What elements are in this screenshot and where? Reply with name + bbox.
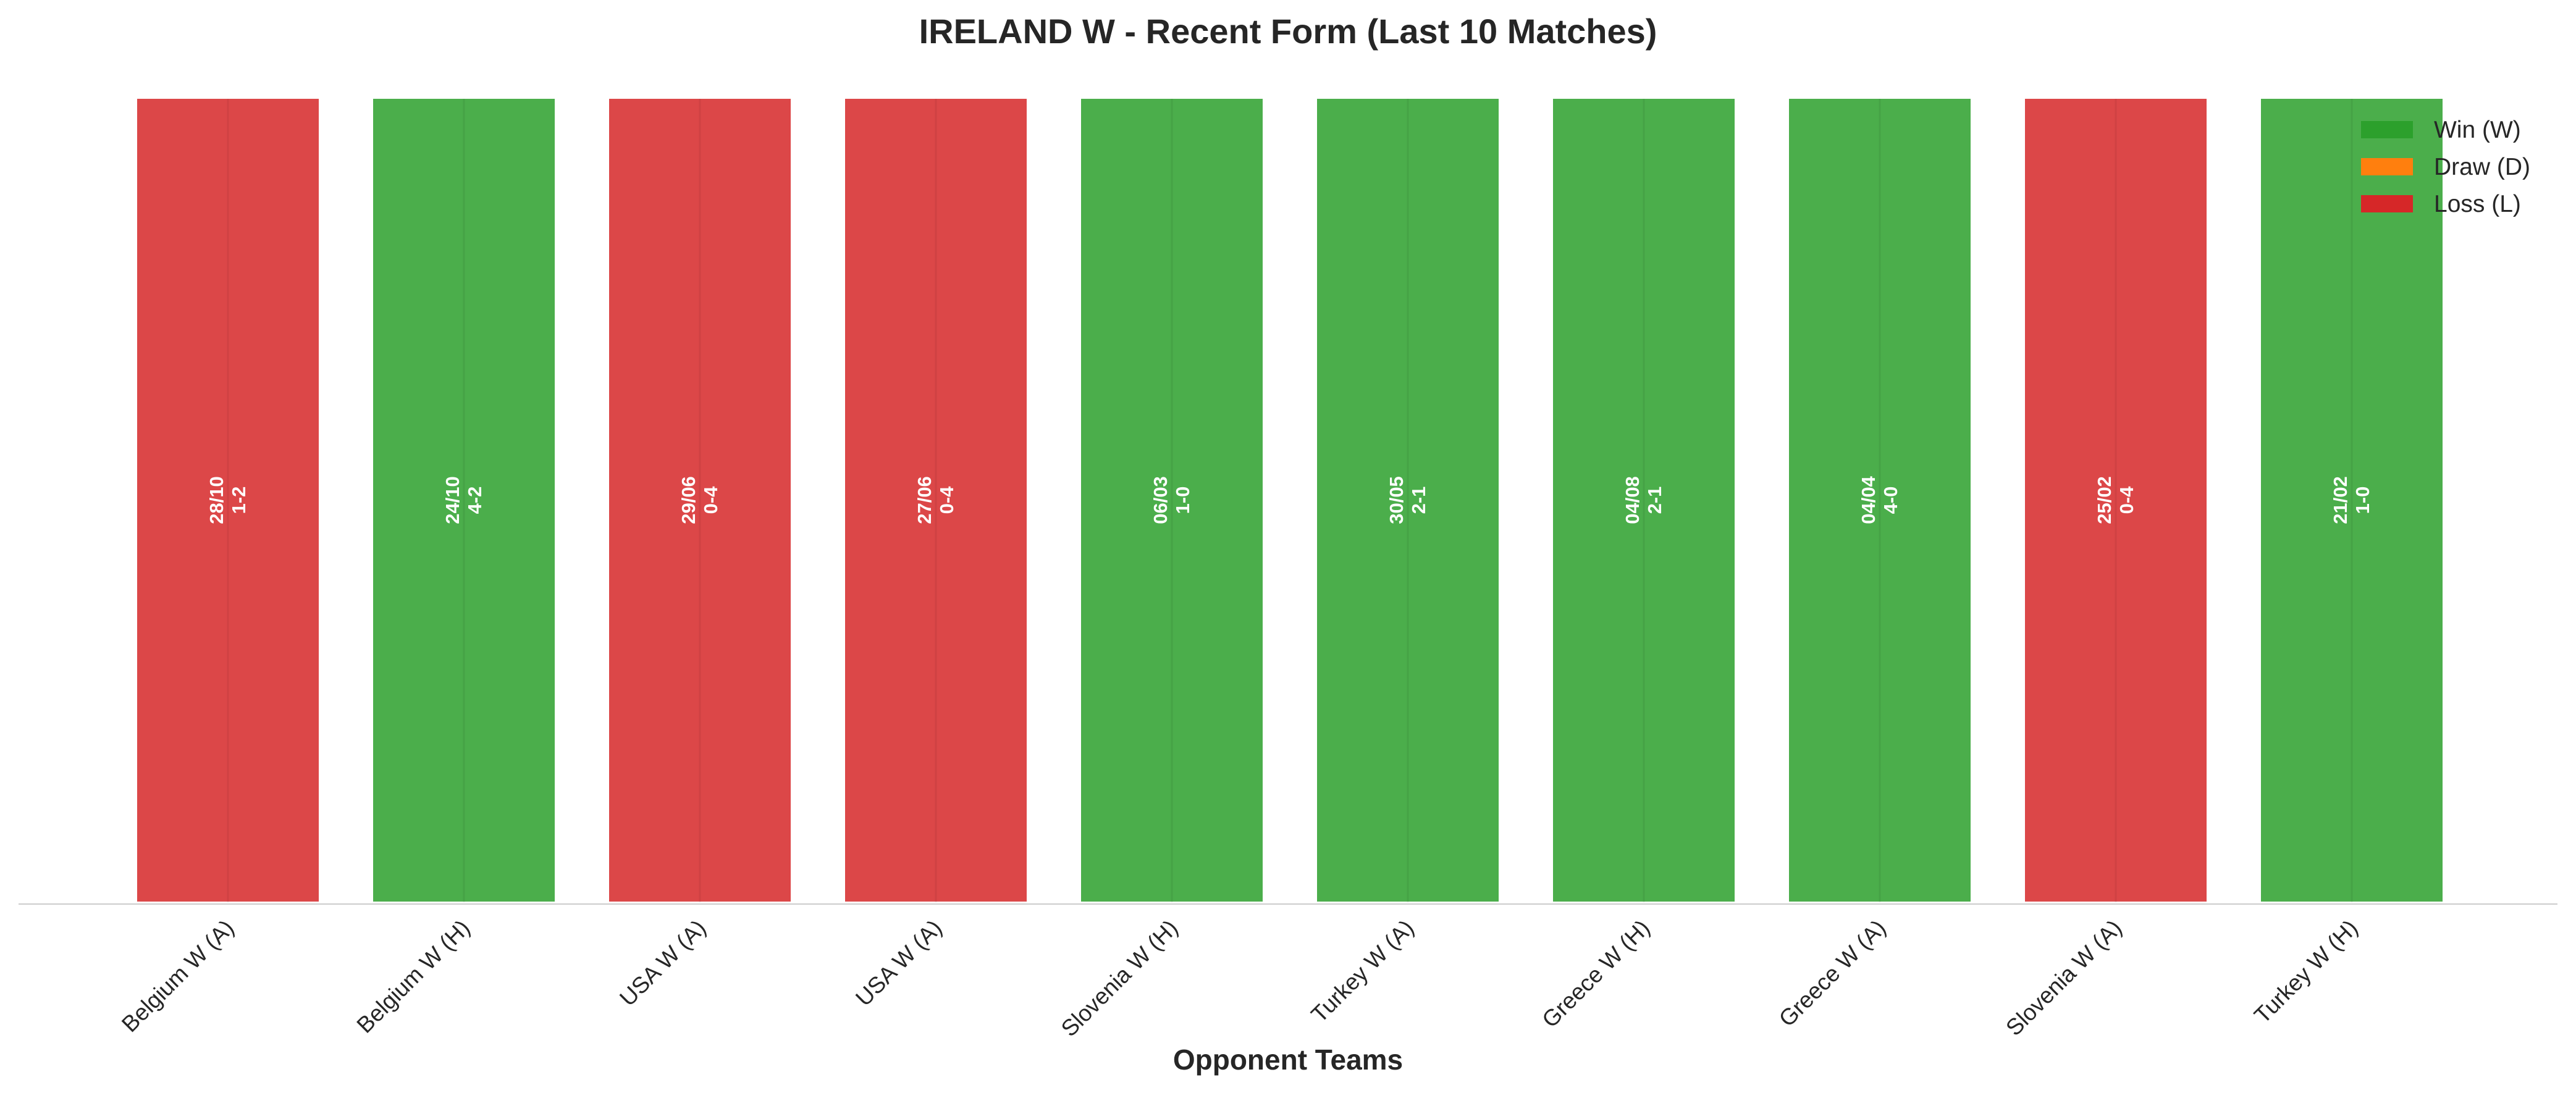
bar-data-label: 21/021-0 xyxy=(2330,476,2373,524)
match-score: 2-1 xyxy=(1644,487,1665,514)
match-date: 28/10 xyxy=(206,476,227,524)
match-date: 04/08 xyxy=(1622,476,1643,524)
x-tick-label: Belgium W (A) xyxy=(117,915,239,1037)
bar-data-label: 29/060-4 xyxy=(678,476,722,524)
bar-9 xyxy=(2022,96,2209,904)
bar-data-label: 30/052-1 xyxy=(1386,476,1429,524)
bar-data-label: 25/020-4 xyxy=(2094,476,2137,524)
match-score: 0-4 xyxy=(2116,486,2137,514)
bar-10 xyxy=(2258,96,2445,904)
legend-swatch-d xyxy=(2361,158,2413,175)
bar-data-label: 06/031-0 xyxy=(1150,476,1193,524)
bar-4 xyxy=(843,96,1029,904)
chart-title: IRELAND W - Recent Form (Last 10 Matches… xyxy=(919,12,1657,51)
bar-1 xyxy=(135,96,321,904)
x-tick-label: USA W (A) xyxy=(615,915,710,1011)
match-date: 30/05 xyxy=(1386,476,1407,524)
x-axis-label: Opponent Teams xyxy=(1173,1044,1403,1076)
match-date: 24/10 xyxy=(442,476,463,524)
bar-data-label: 24/104-2 xyxy=(442,476,486,524)
match-date: 06/03 xyxy=(1150,476,1171,524)
x-tick-label: Belgium W (H) xyxy=(352,915,475,1038)
x-tick-label: Greece W (H) xyxy=(1537,915,1654,1032)
bar-7 xyxy=(1551,96,1737,904)
match-date: 27/06 xyxy=(914,476,935,524)
bar-5 xyxy=(1079,96,1265,904)
match-score: 1-0 xyxy=(1172,487,1193,514)
match-score: 1-2 xyxy=(228,487,250,514)
bar-data-label: 04/082-1 xyxy=(1622,476,1665,524)
legend-label-d: Draw (D) xyxy=(2434,154,2530,180)
legend-swatch-w xyxy=(2361,121,2413,138)
match-score: 2-1 xyxy=(1408,487,1429,514)
x-tick-label: Greece W (A) xyxy=(1774,915,1891,1032)
x-tick-label: Slovenia W (H) xyxy=(1056,915,1183,1042)
match-date: 21/02 xyxy=(2330,476,2351,524)
bar-data-label: 04/044-0 xyxy=(1858,475,1901,524)
legend-label-w: Win (W) xyxy=(2434,117,2521,143)
bar-6 xyxy=(1315,96,1501,904)
match-date: 25/02 xyxy=(2094,476,2115,524)
legend-swatch-l xyxy=(2361,195,2413,212)
legend: Win (W) Draw (D) Loss (L) xyxy=(2361,117,2530,217)
x-tick-labels: Belgium W (A) Belgium W (H) USA W (A) USA W… xyxy=(117,915,2363,1042)
bar-8 xyxy=(1787,96,1973,904)
match-score: 1-0 xyxy=(2352,487,2373,514)
x-tick-label: USA W (A) xyxy=(851,915,946,1011)
match-score: 0-4 xyxy=(936,486,958,514)
x-tick-label: Turkey W (A) xyxy=(1307,915,1419,1028)
match-score: 4-0 xyxy=(1880,487,1901,514)
x-tick-label: Turkey W (H) xyxy=(2249,915,2363,1029)
match-score: 0-4 xyxy=(700,486,722,514)
bar-3 xyxy=(607,96,793,904)
match-date: 29/06 xyxy=(678,476,699,524)
match-date: 04/04 xyxy=(1858,475,1879,524)
bar-data-label: 27/060-4 xyxy=(914,476,958,524)
x-tick-label: Slovenia W (A) xyxy=(2001,915,2126,1041)
bar-data-label: 28/101-2 xyxy=(206,476,250,524)
bars-layer: 28/101-2 24/104-2 29/060-4 27/060-4 06/031-0… xyxy=(135,96,2445,904)
bar-2 xyxy=(371,96,557,904)
legend-label-l: Loss (L) xyxy=(2434,191,2521,217)
match-score: 4-2 xyxy=(464,487,486,514)
